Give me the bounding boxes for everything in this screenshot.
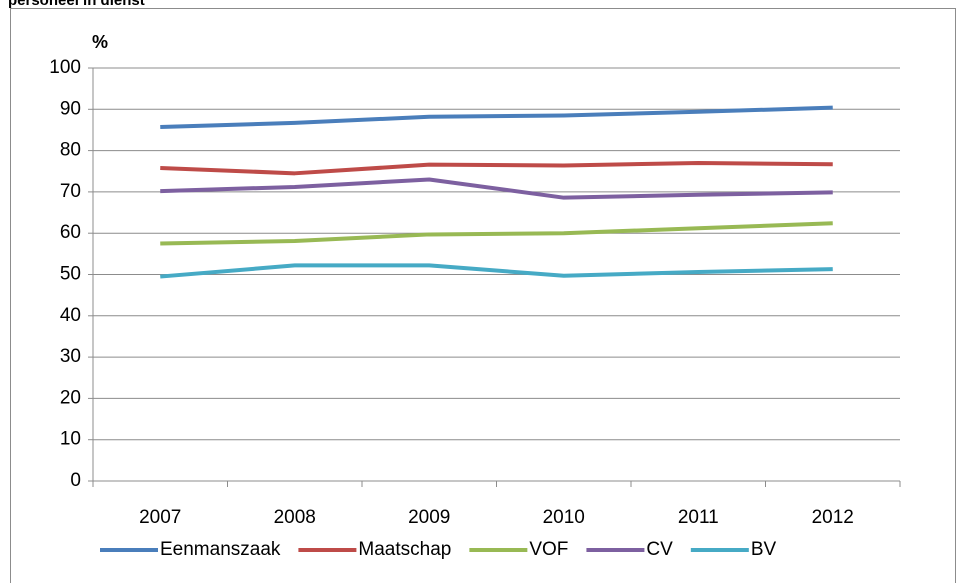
y-tick-label: 0 [70,470,81,491]
x-tick-label: 2011 [678,507,719,528]
x-tick-label: 2010 [543,507,585,528]
legend-label: BV [751,539,777,560]
series-line [160,177,833,200]
y-tick-label: 70 [60,181,81,202]
series-line [160,160,833,176]
y-tick-label: 50 [60,264,81,285]
y-tick-label: 30 [60,346,81,367]
y-tick-label: 90 [60,98,81,119]
y-tick-label: 100 [49,57,81,78]
y-tick-label: 60 [60,222,81,243]
legend-label: CV [646,539,673,560]
y-tick-label: 40 [60,305,81,326]
chart-title: personeel in dienst [8,0,145,9]
series-line [160,105,833,130]
y-tick-label: 10 [60,429,81,450]
y-axis-label: % [92,32,108,52]
y-tick-label: 80 [60,140,81,161]
series-line [160,263,833,279]
legend-label: Maatschap [358,539,451,560]
legend-label: VOF [529,539,568,560]
x-tick-label: 2007 [139,507,181,528]
x-tick-label: 2012 [812,507,854,528]
y-tick-label: 20 [60,387,81,408]
series-line [160,221,833,246]
chart-frame [10,8,956,583]
legend-label: Eenmanszaak [160,539,281,560]
x-tick-label: 2009 [408,507,450,528]
x-tick-label: 2008 [274,507,316,528]
